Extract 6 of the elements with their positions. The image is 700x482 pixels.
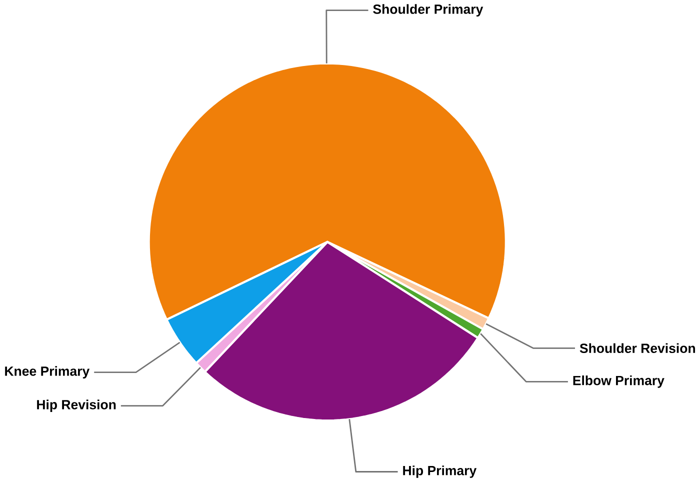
slice-label: Knee Primary	[5, 366, 90, 378]
slice-label: Elbow Primary	[573, 375, 664, 388]
slice-label: Hip Primary	[403, 466, 477, 478]
slice-label: Hip Revision	[37, 400, 116, 412]
slice-label: Shoulder Revision	[580, 343, 696, 353]
slice-label: Shoulder Primary	[373, 4, 484, 16]
